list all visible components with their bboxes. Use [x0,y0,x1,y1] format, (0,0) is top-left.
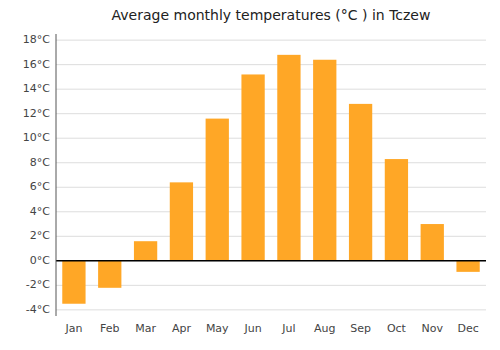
bar [241,74,264,260]
grid-line [56,89,486,90]
bar [421,224,444,261]
grid-line [56,113,486,114]
x-tick-label: Mar [135,322,156,335]
bar [206,119,229,261]
bar [62,261,85,304]
x-tick-label: Oct [387,322,407,335]
bar [456,261,479,272]
y-tick-label: 2°C [30,229,50,242]
bar [313,60,336,261]
bar [98,261,121,288]
y-tick-label: 8°C [30,156,50,169]
x-tick-label: Jun [243,322,261,335]
y-tick-label: 12°C [23,107,50,120]
bar [385,159,408,261]
x-tick-label: Feb [100,322,119,335]
x-tick-label: Aug [314,322,335,335]
x-tick-label: Jan [64,322,82,335]
chart-container: Average monthly temperatures (°C ) in Tc… [0,0,500,350]
y-tick-label: 0°C [30,254,50,267]
y-tick-label: 16°C [23,58,50,71]
chart-title: Average monthly temperatures (°C ) in Tc… [112,7,431,23]
bars [62,55,479,304]
grid-line [56,162,486,163]
grid-line [56,260,486,261]
y-axis-ticks: -4°C -2°C 0°C 2°C 4°C 6°C 8°C 10°C 12°C 14°C 16°C 1… [23,33,50,316]
zero-line [56,260,486,262]
x-tick-label: May [206,322,229,335]
x-tick-label: Nov [422,322,444,335]
x-tick-label: Dec [457,322,478,335]
grid-line [56,309,486,310]
grid [56,40,486,310]
y-tick-label: 6°C [30,180,50,193]
bar [134,241,157,261]
bar [170,182,193,260]
y-axis-line [56,34,57,316]
x-axis-ticks: Jan Feb Mar Apr May Jun Jul Aug Sep Oct Nov Dec [64,322,478,335]
y-tick-label: 4°C [30,205,50,218]
y-tick-label: -2°C [26,278,50,291]
grid-line [56,64,486,65]
x-tick-label: Jul [281,322,295,335]
chart-svg: Average monthly temperatures (°C ) in Tc… [0,0,500,350]
grid-line [56,187,486,188]
bar [349,104,372,261]
y-tick-label: 14°C [23,82,50,95]
y-tick-label: 18°C [23,33,50,46]
y-tick-label: -4°C [26,303,50,316]
grid-line [56,40,486,41]
grid-line [56,211,486,212]
y-tick-label: 10°C [23,131,50,144]
x-tick-label: Sep [350,322,371,335]
x-tick-label: Apr [172,322,192,335]
grid-line [56,138,486,139]
bar [277,55,300,261]
